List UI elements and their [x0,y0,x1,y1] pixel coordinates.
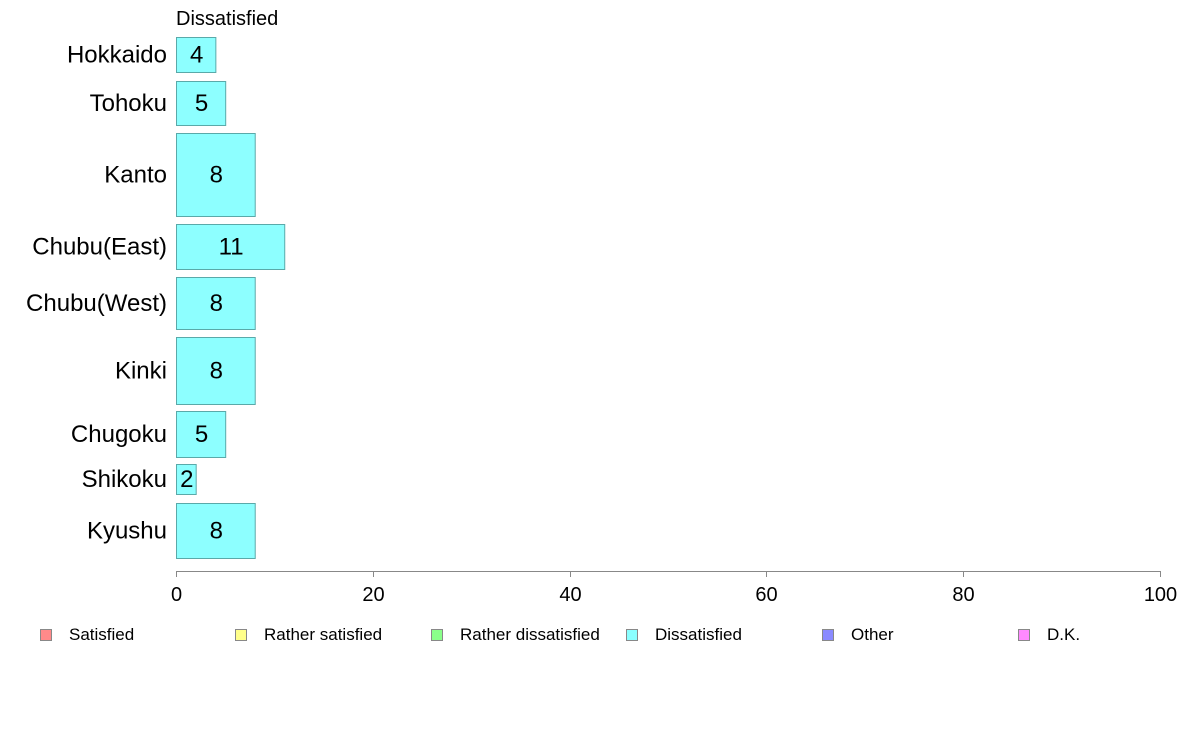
x-tick-label: 80 [952,584,974,606]
data-label-chubu-west: 8 [210,290,223,317]
x-tick-label: 100 [1144,584,1177,606]
legend-label: Dissatisfied [655,625,742,644]
bar-tohoku [176,81,227,126]
legend-item-rather-dissatisfied: Rather dissatisfied [431,624,600,646]
bar-hokkaido [176,37,217,73]
data-label-chubu-east: 11 [219,234,244,261]
category-label-kanto: Kanto [104,162,167,189]
legend-label: Rather dissatisfied [460,625,600,644]
x-tick-label: 40 [559,584,581,606]
bar-shikoku [176,464,197,495]
category-label-tohoku: Tohoku [90,90,167,117]
legend-swatch [235,629,247,641]
legend-swatch [626,629,638,641]
category-label-chugoku: Chugoku [71,421,167,448]
legend-swatch [822,629,834,641]
category-label-chubu-east: Chubu(East) [32,234,167,261]
bar-kanto [176,133,256,217]
data-label-shikoku: 2 [180,466,193,493]
bar-kyushu [176,503,256,559]
category-label-shikoku: Shikoku [82,466,167,493]
category-label-kinki: Kinki [115,358,167,385]
data-label-kanto: 8 [210,162,223,189]
data-label-kinki: 8 [210,358,223,385]
legend-label: Satisfied [69,625,135,644]
legend-item-dissatisfied: Dissatisfied [626,624,742,646]
data-label-chugoku: 5 [195,421,208,448]
bar-kinki [176,337,256,405]
legend: Satisfied Rather satisfied Rather dissat… [0,624,1188,646]
legend-item-other: Other [822,624,894,646]
data-label-tohoku: 5 [195,90,208,117]
legend-label: Other [851,625,894,644]
x-axis: 0 20 40 60 80 100 [171,571,1177,606]
legend-item-rather-satisfied: Rather satisfied [235,624,382,646]
bar-chubu-west [176,277,256,330]
data-label-hokkaido: 4 [190,42,203,69]
x-tick-label: 60 [755,584,777,606]
x-tick-label: 20 [362,584,384,606]
legend-label: D.K. [1047,625,1081,644]
legend-item-dk: D.K. [1018,624,1080,646]
legend-label: Rather satisfied [264,625,383,644]
chart-title: Dissatisfied [176,8,278,30]
legend-swatch [40,629,52,641]
category-label-chubu-west: Chubu(West) [26,290,167,317]
data-label-kyushu: 8 [210,518,223,545]
category-label-kyushu: Kyushu [87,518,167,545]
category-labels: Hokkaido Tohoku Kanto Chubu(East) Chubu(West… [26,42,167,545]
bar-chugoku [176,411,227,458]
bar-chubu-east [176,224,286,270]
legend-swatch [431,629,443,641]
x-tick-label: 0 [171,584,182,606]
legend-item-satisfied: Satisfied [40,624,134,646]
legend-swatch [1018,629,1030,641]
category-label-hokkaido: Hokkaido [67,42,167,69]
